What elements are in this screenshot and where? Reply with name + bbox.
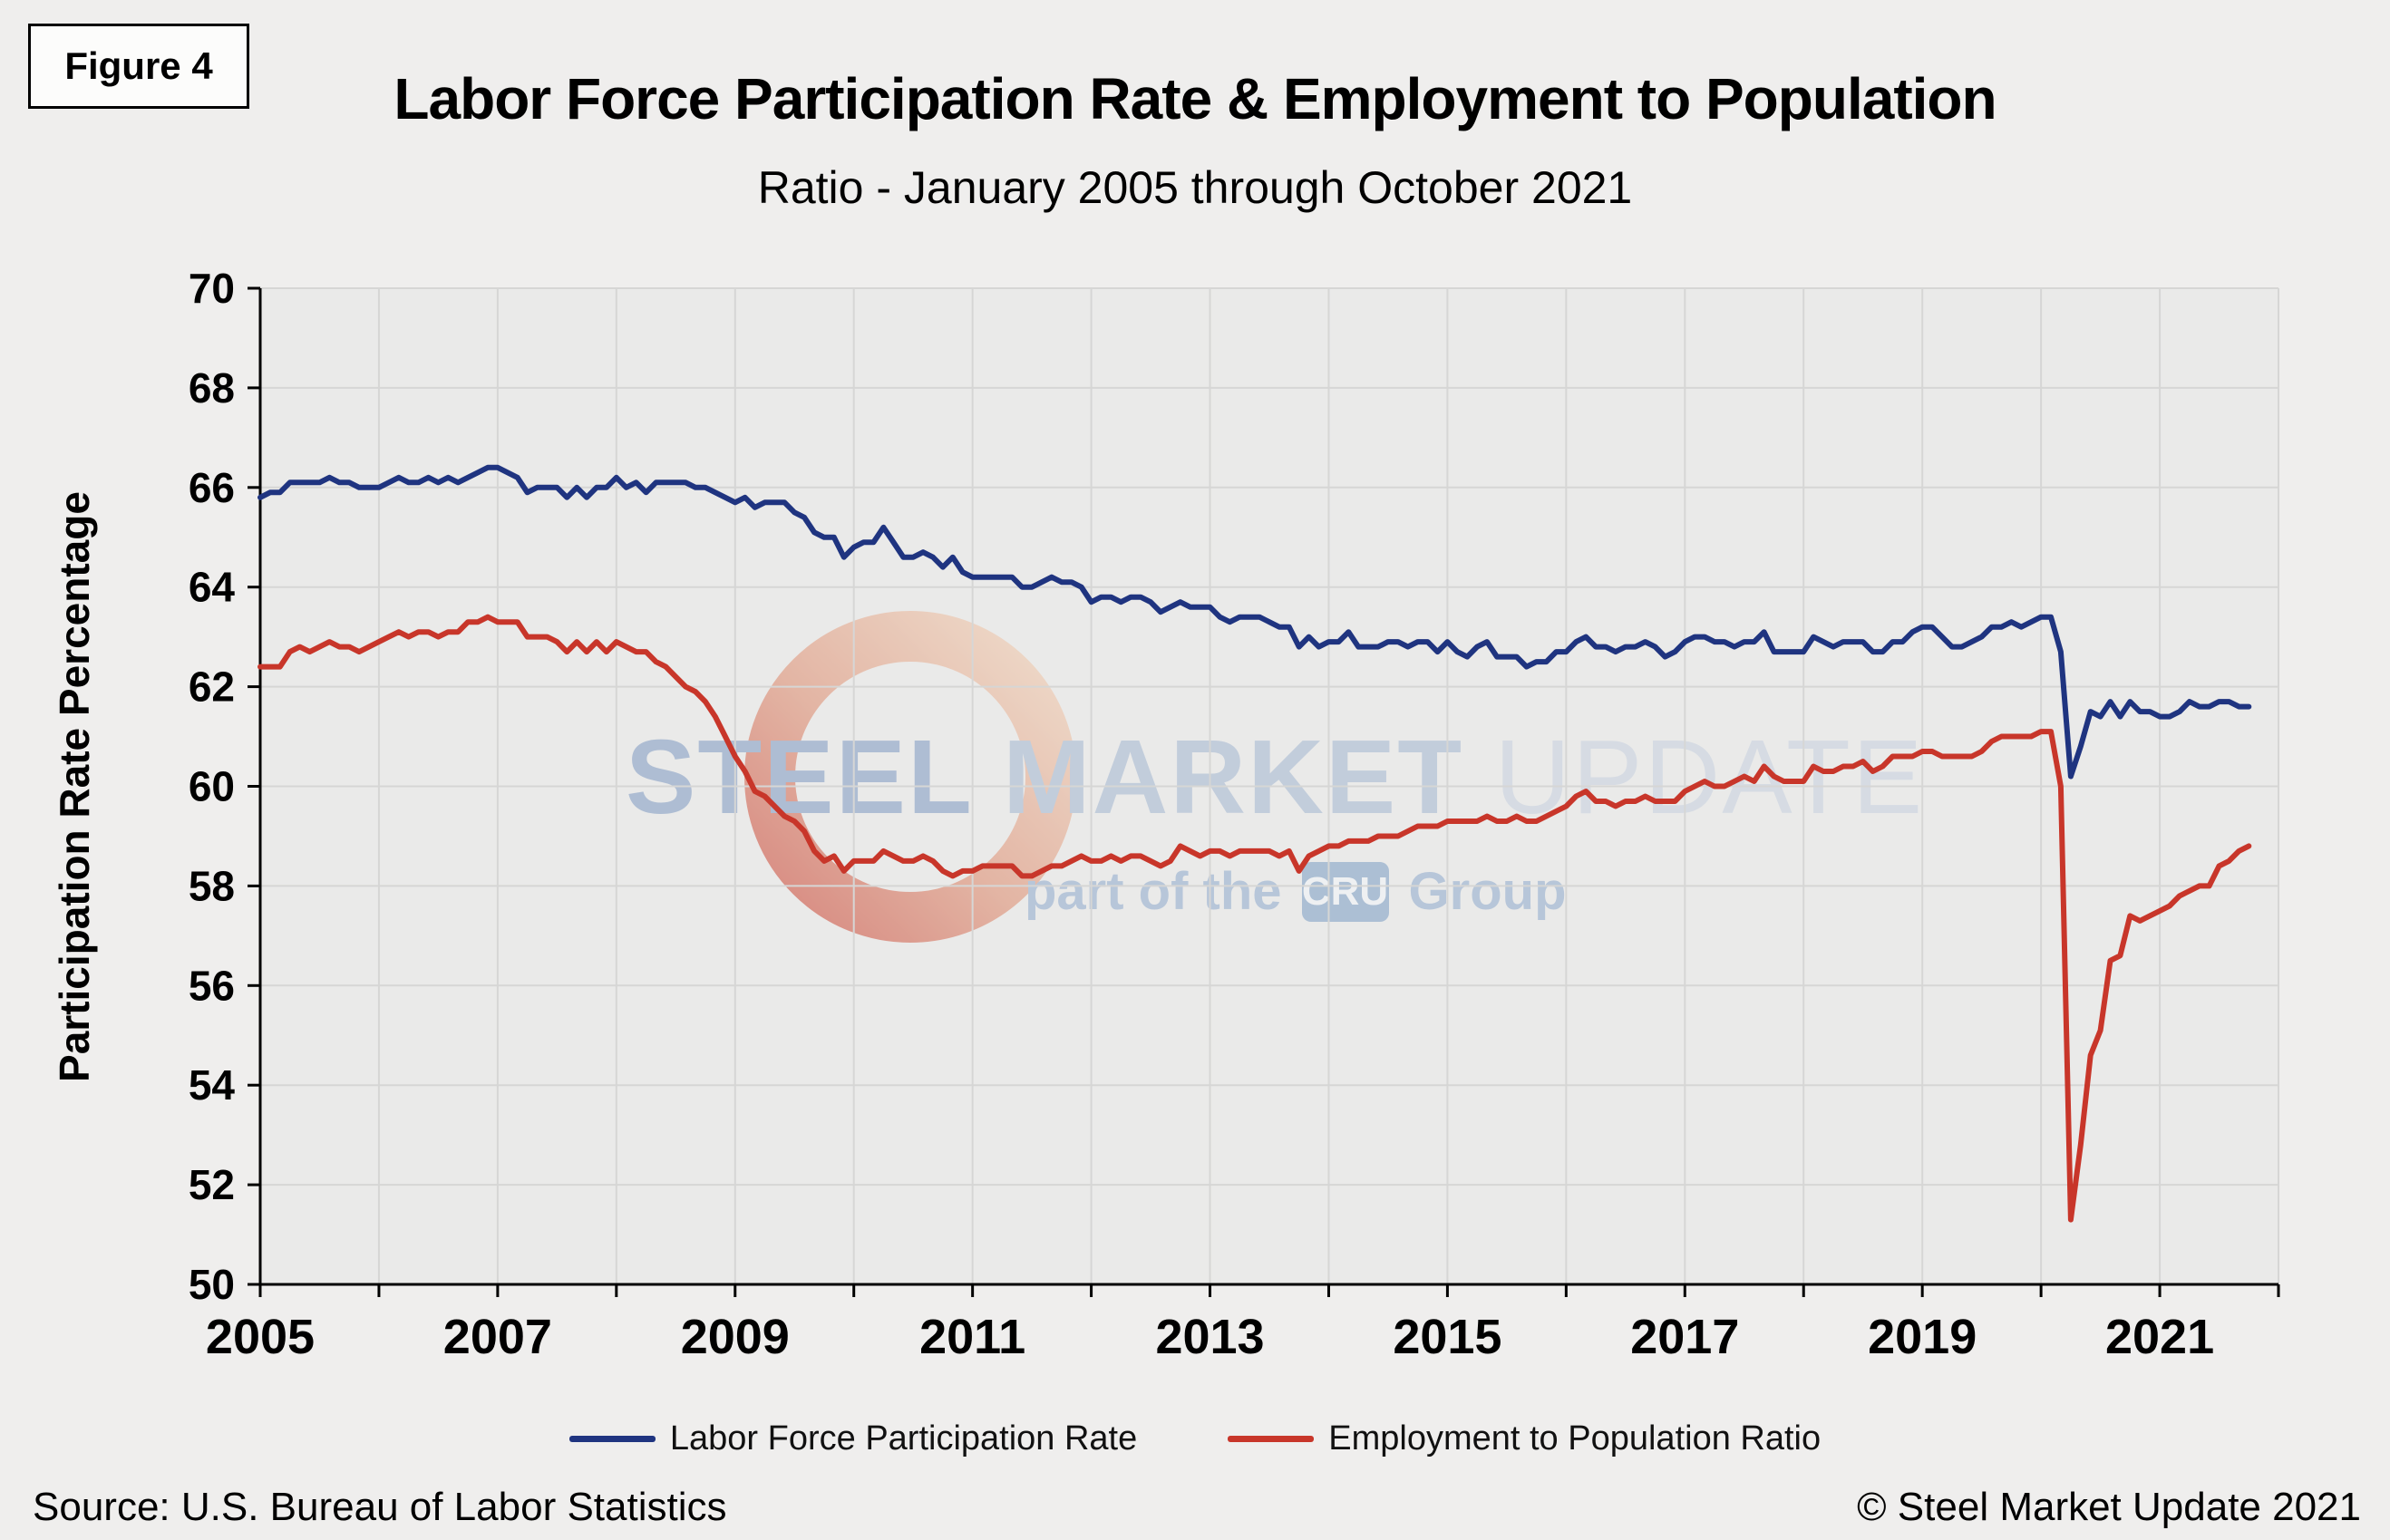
legend-item-epop: Employment to Population Ratio	[1228, 1419, 1821, 1458]
svg-text:2007: 2007	[443, 1310, 552, 1364]
svg-text:50: 50	[189, 1261, 235, 1308]
svg-text:2013: 2013	[1155, 1310, 1264, 1364]
svg-text:2011: 2011	[919, 1310, 1025, 1364]
svg-text:2005: 2005	[206, 1310, 315, 1364]
copyright-text: © Steel Market Update 2021	[1857, 1485, 2361, 1529]
svg-text:56: 56	[189, 962, 235, 1009]
legend-label-lfpr: Labor Force Participation Rate	[669, 1419, 1138, 1458]
chart-subtitle: Ratio - January 2005 through October 202…	[757, 162, 1633, 213]
figure-label: Figure 4	[28, 24, 249, 109]
svg-text:62: 62	[189, 663, 235, 711]
watermark-crescent-icon	[744, 611, 1076, 943]
svg-text:66: 66	[189, 464, 235, 511]
svg-text:70: 70	[189, 265, 235, 312]
cru-logo: CRU	[1301, 861, 1389, 922]
watermark-tagline: part of the CRU Group	[1025, 861, 1786, 922]
svg-text:2019: 2019	[1868, 1310, 1977, 1364]
svg-text:2015: 2015	[1393, 1310, 1501, 1364]
legend-item-lfpr: Labor Force Participation Rate	[568, 1419, 1138, 1458]
legend-label-epop: Employment to Population Ratio	[1328, 1419, 1822, 1458]
svg-text:68: 68	[189, 364, 235, 412]
watermark-word-steel: STEEL	[626, 718, 972, 836]
legend-swatch-epop	[1228, 1436, 1315, 1442]
svg-text:58: 58	[189, 862, 235, 909]
svg-text:54: 54	[189, 1061, 236, 1109]
svg-text:2017: 2017	[1630, 1310, 1739, 1364]
svg-text:52: 52	[189, 1161, 235, 1208]
svg-text:2009: 2009	[681, 1310, 790, 1364]
watermark-tagline-prefix: part of the	[1025, 862, 1282, 921]
legend-swatch-lfpr	[568, 1436, 656, 1442]
svg-text:64: 64	[189, 564, 236, 611]
svg-text:60: 60	[189, 763, 235, 810]
chart-title: Labor Force Participation Rate & Employm…	[393, 66, 1997, 131]
svg-text:2021: 2021	[2105, 1310, 2214, 1364]
watermark-word-market: MARKET	[1002, 718, 1464, 836]
watermark-tagline-suffix: Group	[1408, 862, 1567, 921]
chart-legend: Labor Force Participation Rate Employmen…	[0, 1419, 2390, 1458]
source-text: Source: U.S. Bureau of Labor Statistics	[33, 1485, 727, 1529]
